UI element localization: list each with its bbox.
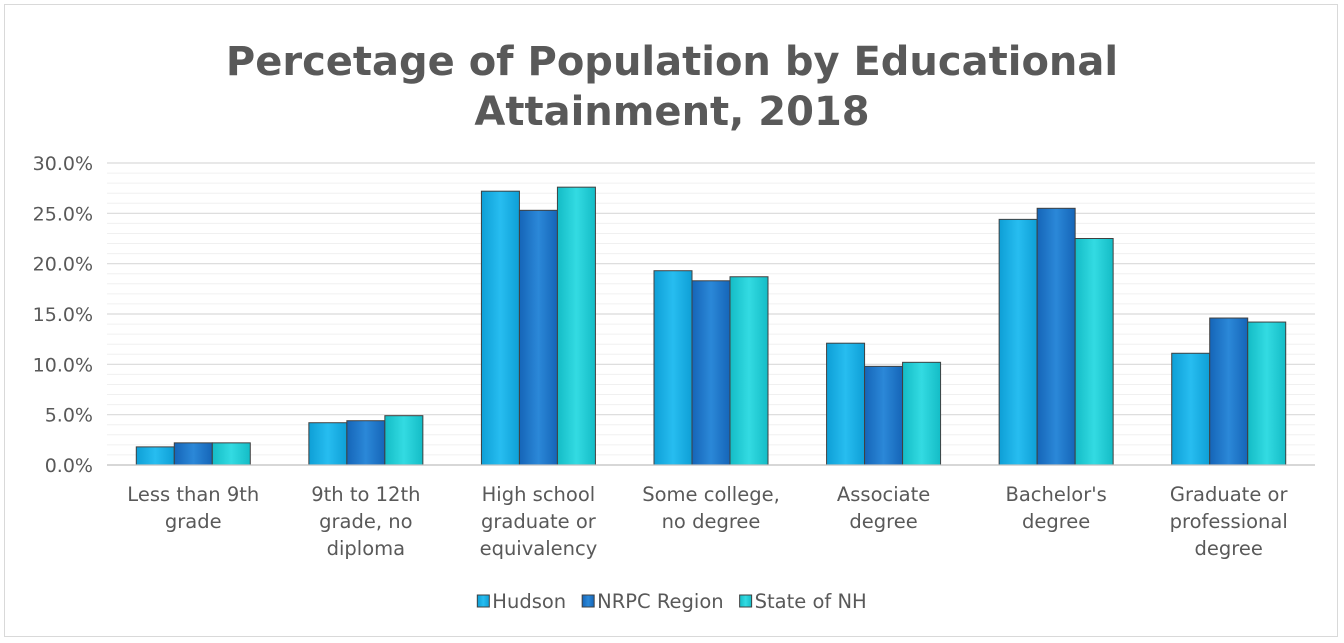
category-label-line: grade	[165, 510, 222, 533]
bar	[691, 280, 731, 466]
legend-label: State of NH	[755, 590, 867, 613]
bar	[1247, 321, 1287, 466]
bar	[384, 415, 424, 466]
legend-item: NRPC Region	[581, 590, 724, 613]
legend: Hudson NRPC Region State of NH	[476, 590, 867, 613]
y-tick-label: 25.0%	[33, 203, 93, 225]
bar	[308, 422, 348, 466]
y-tick-label: 20.0%	[33, 254, 93, 276]
y-tick-label: 5.0%	[45, 405, 93, 427]
category-label-line: Graduate or	[1170, 483, 1289, 506]
bar	[135, 446, 175, 466]
bar	[864, 365, 904, 466]
y-tick-label: 30.0%	[33, 153, 93, 175]
category-label-line: Associate	[837, 483, 930, 506]
bar	[1171, 352, 1211, 466]
chart-title: Percetage of Population by Educational A…	[226, 39, 1118, 135]
bar-chart: Percetage of Population by Educational A…	[33, 39, 1315, 613]
category-label-line: graduate or	[481, 510, 597, 533]
category-label-line: 9th to 12th	[311, 483, 420, 506]
legend-swatch	[581, 594, 595, 608]
y-tick-label: 0.0%	[45, 455, 93, 477]
bar	[998, 218, 1038, 466]
bar	[1074, 238, 1114, 466]
category-label: Bachelor's degree	[1005, 483, 1106, 533]
category-label-line: degree	[1022, 510, 1090, 533]
category-label: Graduate or professional degree	[1170, 483, 1289, 560]
category-label-line: professional	[1170, 510, 1288, 533]
chart-title-line-1: Percetage of Population by Educational	[226, 39, 1118, 85]
bar	[1036, 207, 1076, 466]
y-tick-label: 10.0%	[33, 354, 93, 376]
legend-item: Hudson	[476, 590, 566, 613]
legend-swatch	[476, 594, 490, 608]
category-label: Some college, no degree	[642, 483, 780, 533]
bar	[729, 276, 769, 466]
category-label: 9th to 12th grade, no diploma	[311, 483, 420, 560]
category-label-line: degree	[849, 510, 917, 533]
category-label-line: Less than 9th	[127, 483, 259, 506]
bar	[653, 270, 693, 466]
bar	[1209, 317, 1249, 466]
category-label-line: equivalency	[480, 537, 598, 560]
bar	[346, 420, 386, 466]
legend-item: State of NH	[739, 590, 867, 613]
category-label-line: degree	[1195, 537, 1263, 560]
legend-swatch	[739, 594, 753, 608]
category-label-line: grade, no	[319, 510, 412, 533]
category-label-line: High school	[482, 483, 596, 506]
bar	[211, 442, 251, 466]
bar	[518, 209, 558, 466]
legend-label: NRPC Region	[597, 590, 723, 613]
bar	[173, 442, 213, 466]
bar	[556, 186, 596, 466]
category-label-line: Some college,	[642, 483, 780, 506]
y-axis-ticks: 0.0% 5.0% 10.0% 15.0% 20.0% 25.0% 30.0%	[33, 153, 93, 477]
bar	[480, 190, 520, 466]
category-label: Associate degree	[837, 483, 930, 533]
legend-label: Hudson	[492, 590, 566, 613]
chart-frame: Percetage of Population by Educational A…	[4, 4, 1338, 637]
category-label-line: diploma	[327, 537, 405, 560]
category-label-line: no degree	[662, 510, 761, 533]
bars	[135, 186, 1287, 466]
y-tick-label: 15.0%	[33, 304, 93, 326]
category-label: High school graduate or equivalency	[480, 483, 598, 560]
category-label-line: Bachelor's	[1005, 483, 1106, 506]
bar	[826, 342, 866, 466]
chart-title-line-2: Attainment, 2018	[474, 89, 869, 135]
x-axis-categories: Less than 9th grade 9th to 12th grade, no di…	[127, 483, 1288, 560]
bar	[902, 361, 942, 466]
category-label: Less than 9th grade	[127, 483, 259, 533]
